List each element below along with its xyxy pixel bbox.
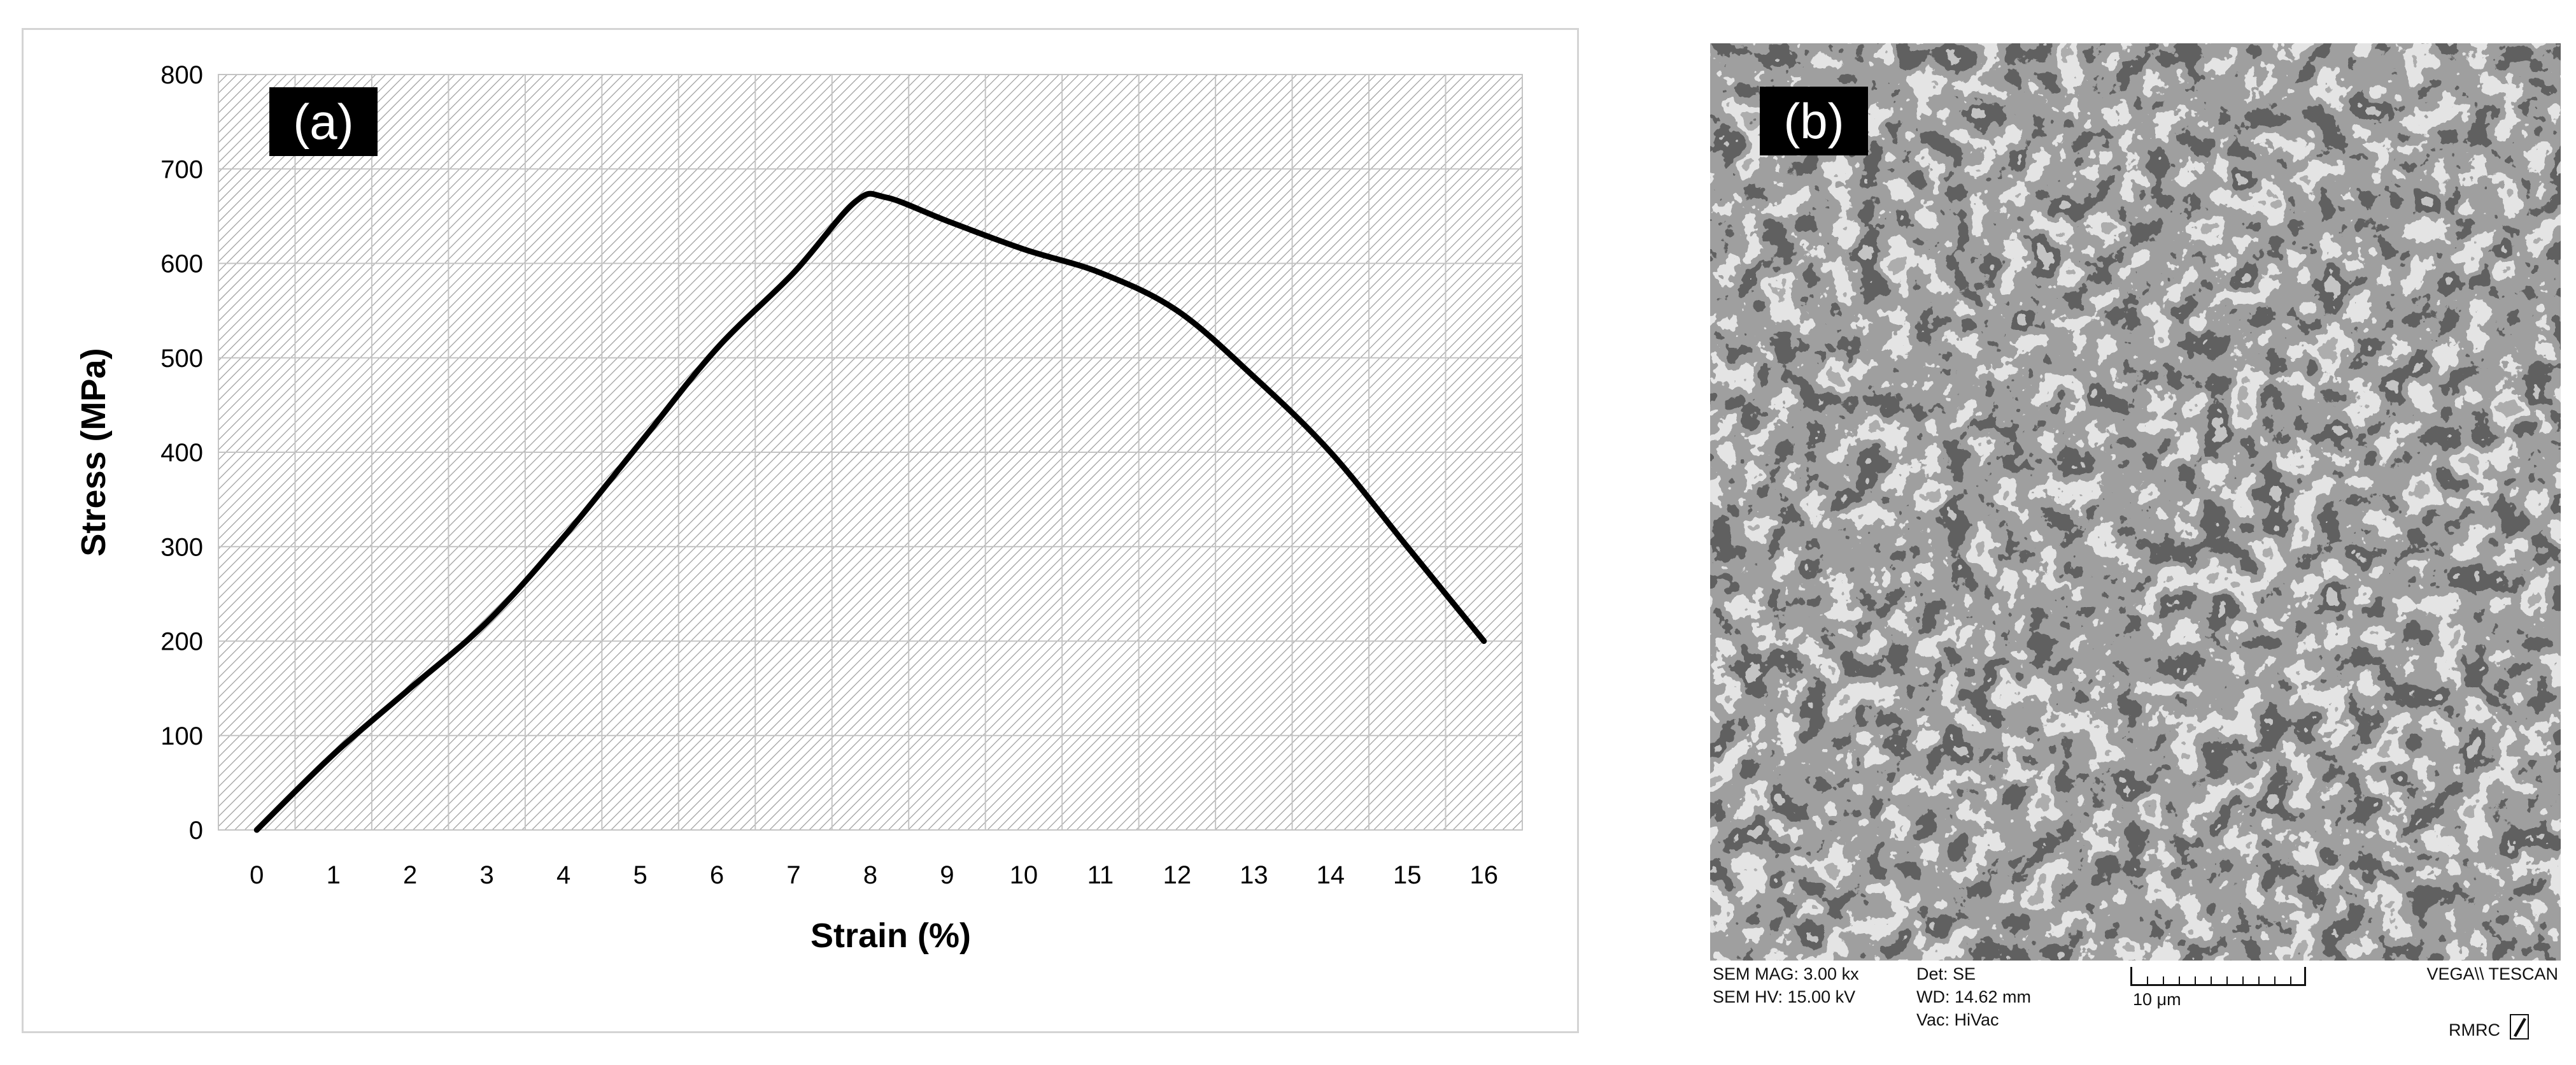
sem-vac-text: Vac: HiVac <box>1916 1010 1999 1029</box>
sem-mag-text: SEM MAG: 3.00 kx <box>1713 964 1859 983</box>
x-axis-ticks: 0 1 2 3 4 5 6 7 8 9 10 11 12 13 14 15 16 <box>250 861 1498 889</box>
sem-wd-text: WD: 14.62 mm <box>1916 987 2032 1006</box>
sem-hv-text: SEM HV: 15.00 kV <box>1713 987 1856 1006</box>
y-axis-title: Stress (MPa) <box>74 348 113 556</box>
x-tick-label: 7 <box>786 861 800 889</box>
tescan-logo-icon <box>2510 1014 2529 1040</box>
sem-brand-text: VEGA\\ TESCAN <box>2426 964 2558 983</box>
x-tick-label: 9 <box>940 861 954 889</box>
y-axis-ticks: 0 100 200 300 400 500 600 700 800 <box>160 61 203 845</box>
panel-b-label: (b) <box>1760 87 1868 155</box>
x-tick-label: 0 <box>250 861 264 889</box>
x-tick-label: 3 <box>480 861 494 889</box>
y-tick-label: 600 <box>160 250 203 278</box>
x-tick-label: 13 <box>1240 861 1268 889</box>
x-tick-label: 4 <box>556 861 570 889</box>
x-tick-label: 2 <box>403 861 417 889</box>
y-tick-label: 500 <box>160 345 203 373</box>
y-tick-label: 400 <box>160 439 203 467</box>
x-tick-label: 12 <box>1163 861 1192 889</box>
x-tick-label: 5 <box>633 861 647 889</box>
x-axis-title: Strain (%) <box>810 917 971 955</box>
sem-lab-text: RMRC <box>2449 1020 2500 1040</box>
y-tick-label: 100 <box>160 722 203 750</box>
x-tick-label: 16 <box>1470 861 1499 889</box>
y-tick-label: 700 <box>160 155 203 183</box>
sem-panel-b: (b) SEM MAG: 3.00 kx SEM HV: 15.00 kV De… <box>1710 43 2561 1050</box>
grid-lines <box>218 74 1523 831</box>
y-tick-label: 0 <box>189 817 203 845</box>
y-tick-label: 800 <box>160 61 203 89</box>
x-tick-label: 1 <box>327 861 341 889</box>
scale-bar-label: 10 μm <box>2133 990 2181 1009</box>
x-tick-label: 8 <box>863 861 877 889</box>
stress-strain-line <box>253 190 1487 833</box>
y-tick-label: 200 <box>160 628 203 656</box>
sem-info-bar: SEM MAG: 3.00 kx SEM HV: 15.00 kV Det: S… <box>1710 961 2561 1050</box>
scale-bar <box>2130 967 2306 986</box>
y-tick-label: 300 <box>160 533 203 561</box>
panel-a-label: (a) <box>269 87 378 156</box>
x-tick-label: 14 <box>1317 861 1345 889</box>
chart-panel-a: 0 100 200 300 400 500 600 700 800 0 1 2 3 4 5 6 7 8 9 10 11… <box>22 28 1579 1033</box>
sem-micrograph <box>1710 43 2561 961</box>
x-tick-label: 11 <box>1087 861 1114 889</box>
x-tick-label: 6 <box>710 861 724 889</box>
x-tick-label: 15 <box>1393 861 1422 889</box>
sem-det-text: Det: SE <box>1916 964 1976 983</box>
x-tick-label: 10 <box>1010 861 1038 889</box>
